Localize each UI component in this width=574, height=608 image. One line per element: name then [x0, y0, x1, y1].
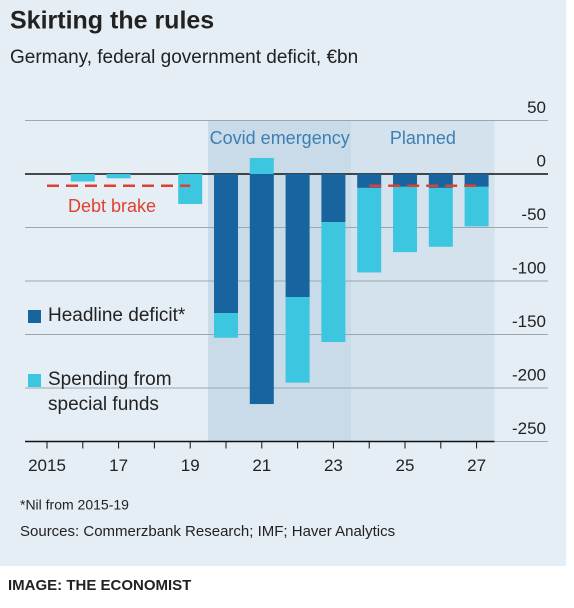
legend-special: Spending from special funds — [48, 367, 198, 417]
chart-subtitle: Germany, federal government deficit, €bn — [10, 47, 358, 68]
bar — [428, 187, 453, 247]
y-tick-label: -250 — [512, 419, 546, 438]
y-tick-label: 50 — [527, 98, 546, 117]
y-tick-label: 0 — [537, 151, 546, 170]
y-tick-label: -200 — [512, 365, 546, 384]
y-tick-label: -150 — [512, 312, 546, 331]
x-tick-label: 2015 — [28, 456, 66, 475]
region-label: Planned — [390, 128, 456, 148]
region-label: Covid emergency — [210, 128, 350, 148]
y-tick-label: -100 — [512, 258, 546, 277]
bar — [321, 174, 346, 223]
y-tick-label: -50 — [521, 205, 546, 224]
bar — [214, 174, 238, 314]
bar — [357, 174, 382, 188]
bar — [321, 222, 346, 342]
bar — [70, 174, 95, 182]
legend-label: Spending from special funds — [48, 369, 172, 415]
bar — [285, 297, 310, 383]
x-tick-label: 27 — [467, 456, 486, 475]
bar — [464, 186, 489, 227]
legend-swatch — [28, 374, 41, 387]
legend-swatch — [28, 310, 41, 323]
footnote: *Nil from 2015-19 — [20, 497, 129, 513]
bar — [464, 174, 489, 187]
bar — [285, 174, 310, 298]
x-tick-label: 25 — [396, 456, 415, 475]
x-tick-label: 19 — [181, 456, 200, 475]
x-tick-label: 17 — [109, 456, 128, 475]
bar — [249, 174, 274, 405]
source: Sources: Commerzbank Research; IMF; Have… — [20, 523, 395, 540]
legend-headline: Headline deficit* — [48, 303, 198, 328]
x-tick-label: 23 — [324, 456, 343, 475]
bar — [393, 174, 417, 187]
debt-brake-label: Debt brake — [68, 196, 156, 216]
legend-label: Headline deficit* — [48, 305, 186, 326]
x-tick-label: 21 — [252, 456, 271, 475]
chart-title: Skirting the rules — [10, 7, 214, 35]
bar — [249, 157, 274, 174]
bar — [357, 187, 382, 273]
bar — [178, 174, 203, 204]
bar — [393, 186, 417, 253]
bar — [428, 174, 453, 188]
credit: IMAGE: THE ECONOMIST — [8, 577, 191, 594]
bar — [106, 174, 131, 179]
bar — [214, 313, 238, 338]
